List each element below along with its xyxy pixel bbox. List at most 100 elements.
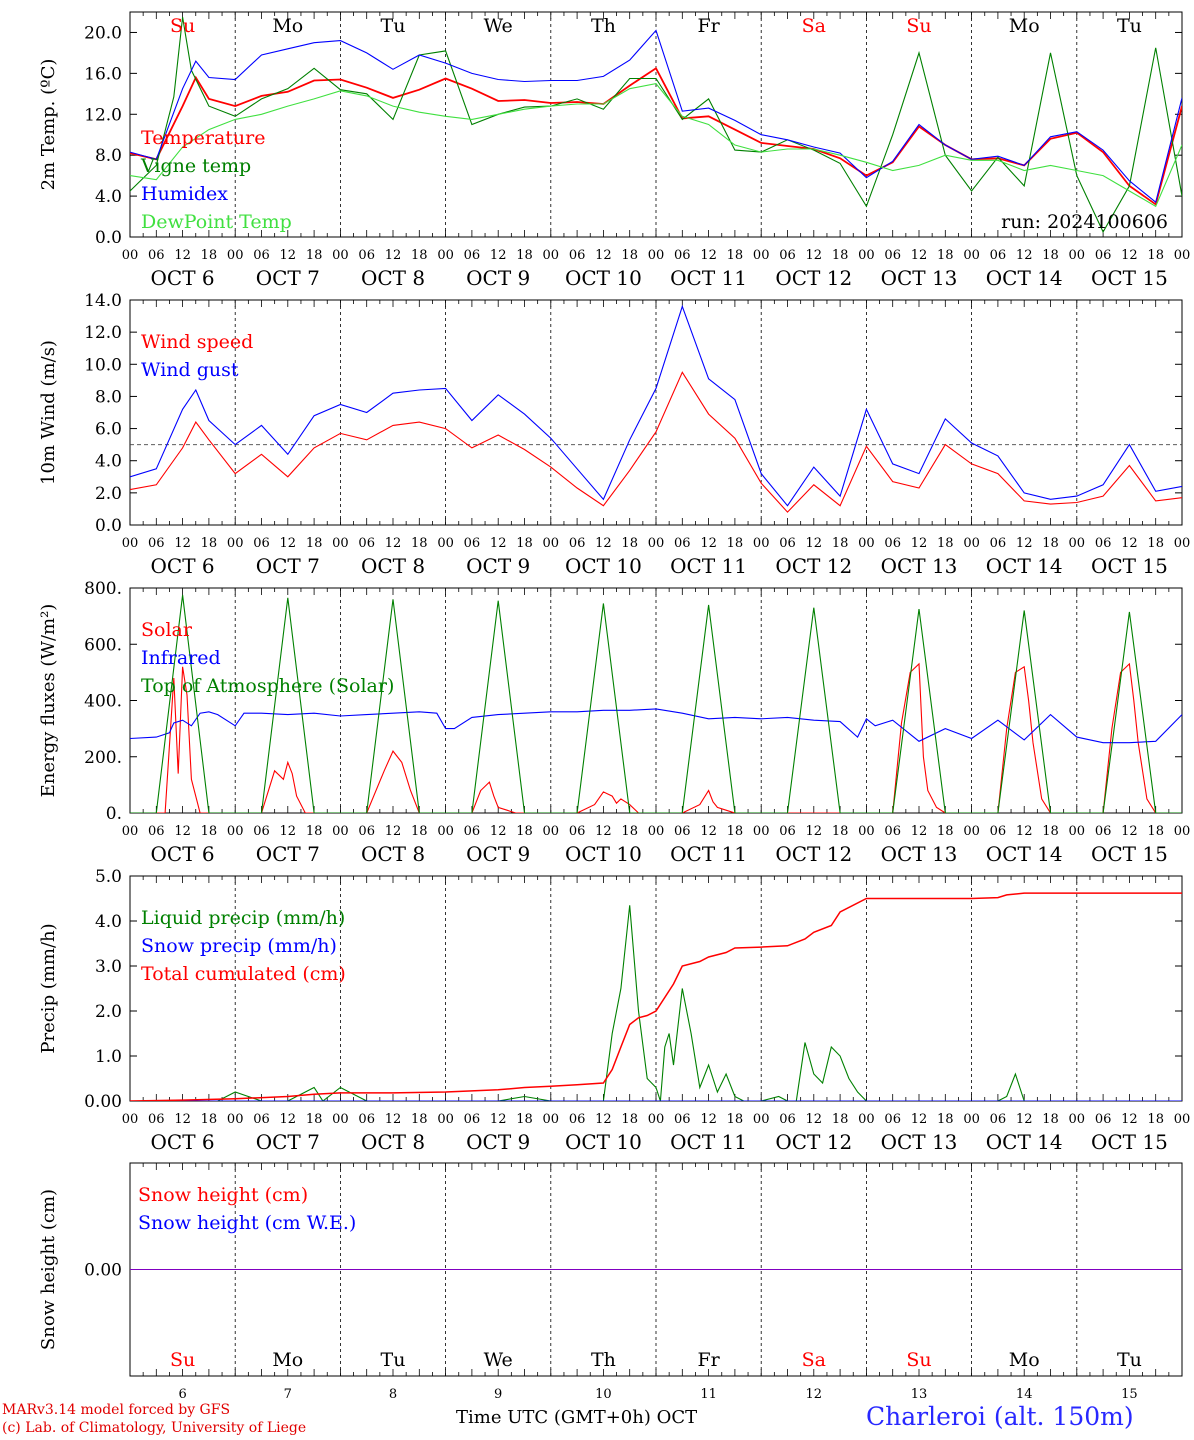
series-line-total-cumulated-cm- — [130, 892, 1182, 1101]
hour-tick-label: 00 — [1069, 824, 1086, 839]
hour-tick-label: 00 — [1069, 248, 1086, 263]
hour-tick-label: 18 — [411, 536, 428, 551]
hour-tick-label: 00 — [963, 248, 980, 263]
date-label: OCT 7 — [256, 554, 320, 578]
hour-tick-label: 00 — [122, 536, 139, 551]
hour-tick-label: 00 — [227, 824, 244, 839]
y-tick-label: 16.0 — [84, 64, 122, 84]
day-name: Tu — [1117, 15, 1142, 37]
day-number: 9 — [494, 1387, 502, 1402]
day-number: 12 — [806, 1387, 823, 1402]
legend-entry: Humidex — [141, 183, 228, 205]
date-label: OCT 11 — [670, 554, 747, 578]
hour-tick-label: 18 — [306, 824, 323, 839]
hour-tick-label: 00 — [1069, 1112, 1086, 1127]
hour-tick-label: 12 — [806, 1112, 823, 1127]
hour-tick-label: 06 — [253, 824, 270, 839]
y-tick-label: 4.0 — [95, 452, 122, 472]
hour-tick-label: 12 — [1121, 536, 1138, 551]
series-line-liquid-precip-mm-h- — [130, 905, 1182, 1101]
hour-tick-label: 06 — [464, 1112, 481, 1127]
hour-tick-label: 18 — [516, 536, 533, 551]
legend-entry: DewPoint Temp — [141, 211, 292, 233]
run-label: run: 2024100606 — [1001, 211, 1168, 233]
hour-tick-label: 06 — [1095, 248, 1112, 263]
panel-energy: 0. 200. 400. 600. 800. Energy fluxes (W/m²) So… — [38, 579, 1190, 866]
hour-tick-label: 00 — [1069, 536, 1086, 551]
date-label: OCT 6 — [151, 554, 215, 578]
panel-frame — [129, 299, 1183, 526]
date-label: OCT 12 — [775, 1130, 852, 1154]
hour-tick-label: 12 — [174, 248, 191, 263]
hour-tick-label: 00 — [437, 1112, 454, 1127]
date-label: OCT 9 — [466, 1130, 530, 1154]
hour-tick-label: 18 — [621, 248, 638, 263]
hour-tick-label: 18 — [201, 248, 218, 263]
hour-tick-label: 18 — [937, 536, 954, 551]
legend-entry: Snow precip (mm/h) — [141, 935, 337, 957]
date-label: OCT 8 — [361, 266, 425, 290]
hour-tick-label: 06 — [674, 1112, 691, 1127]
hour-tick-label: 18 — [727, 536, 744, 551]
hour-tick-label: 18 — [1147, 824, 1164, 839]
series-line-temperature — [130, 67, 1182, 206]
date-label: OCT 14 — [986, 554, 1063, 578]
hour-tick-label: 00 — [963, 824, 980, 839]
hour-tick-label: 12 — [806, 824, 823, 839]
hour-tick-label: 06 — [779, 824, 796, 839]
y-axis-label: Energy fluxes (W/m²) — [38, 604, 59, 798]
date-label: OCT 14 — [986, 266, 1063, 290]
hour-tick-label: 18 — [516, 248, 533, 263]
hour-tick-label: 18 — [832, 536, 849, 551]
hour-tick-label: 18 — [306, 248, 323, 263]
day-number: 14 — [1016, 1387, 1033, 1402]
day-name: Mo — [272, 1349, 303, 1371]
date-label: OCT 9 — [466, 266, 530, 290]
hour-tick-label: 18 — [727, 248, 744, 263]
hour-tick-label: 12 — [385, 248, 402, 263]
hour-tick-label: 12 — [490, 1112, 507, 1127]
series-line-humidex — [130, 29, 1182, 204]
hour-tick-label: 06 — [1095, 824, 1112, 839]
hour-tick-label: 18 — [937, 248, 954, 263]
hour-tick-label: 00 — [753, 536, 770, 551]
y-tick-label: 0.00 — [84, 1261, 122, 1281]
hour-tick-label: 06 — [674, 824, 691, 839]
date-label: OCT 14 — [986, 842, 1063, 866]
hour-tick-label: 00 — [858, 1112, 875, 1127]
y-tick-label: 20.0 — [84, 23, 122, 43]
hour-tick-label: 06 — [148, 248, 165, 263]
hour-tick-label: 12 — [385, 536, 402, 551]
hour-tick-label: 06 — [148, 1112, 165, 1127]
y-tick-label: 2.0 — [95, 1002, 122, 1022]
legend-entry: Temperature — [141, 127, 265, 149]
hour-tick-label: 18 — [937, 1112, 954, 1127]
day-name: Sa — [802, 1349, 826, 1371]
legend-entry: Snow height (cm W.E.) — [138, 1212, 356, 1234]
day-name: Fr — [697, 15, 720, 37]
y-tick-label: 3.0 — [95, 957, 122, 977]
hour-tick-label: 00 — [122, 824, 139, 839]
y-axis-label: Precip (mm/h) — [38, 923, 59, 1053]
day-name: Su — [906, 1349, 931, 1371]
y-tick-label: 0.0 — [95, 516, 122, 536]
day-name: Mo — [272, 15, 303, 37]
hour-tick-label: 06 — [253, 248, 270, 263]
y-tick-label: 2.0 — [95, 484, 122, 504]
hour-tick-label: 18 — [1147, 1112, 1164, 1127]
series-line-dewpoint-temp — [130, 82, 1182, 208]
hour-tick-label: 06 — [674, 536, 691, 551]
hour-tick-label: 12 — [700, 536, 717, 551]
y-tick-label: 1.0 — [95, 1047, 122, 1067]
hour-tick-label: 12 — [911, 824, 928, 839]
y-tick-label: 200. — [84, 748, 122, 768]
legend-entry: Vigne temp — [140, 155, 251, 177]
date-label: OCT 7 — [256, 842, 320, 866]
hour-tick-label: 12 — [595, 1112, 612, 1127]
hour-tick-label: 00 — [753, 1112, 770, 1127]
hour-tick-label: 06 — [148, 824, 165, 839]
hour-tick-label: 18 — [937, 824, 954, 839]
date-label: OCT 9 — [466, 842, 530, 866]
hour-tick-label: 00 — [1174, 248, 1191, 263]
